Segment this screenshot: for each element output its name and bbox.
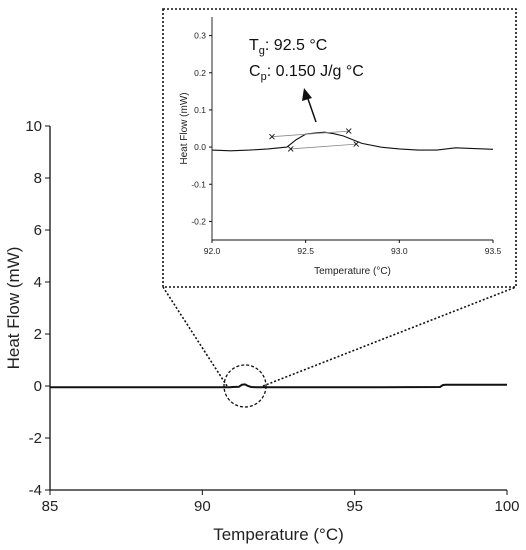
inset-plot: 92.0 92.5 93.0 93.5 -0.2 -0.1 0.0 0.1 0.2 0.3 Temp… bbox=[162, 8, 517, 288]
x-tick-label: 95 bbox=[346, 498, 363, 515]
y-tick-label: 2 bbox=[34, 326, 42, 343]
cross-marker bbox=[269, 133, 275, 140]
cross-marker bbox=[353, 141, 360, 147]
y-axis-label: Heat Flow (mW) bbox=[179, 92, 190, 164]
zoom-connector-right bbox=[262, 286, 517, 387]
inset-annotation: Tg: 92.5 °C Cp: 0.150 J/g °C bbox=[249, 37, 364, 123]
annotation-arrow-icon bbox=[302, 88, 317, 123]
zoom-circle bbox=[223, 364, 267, 408]
x-axis-label: Temperature (°C) bbox=[213, 525, 344, 544]
y-tick-label: 0 bbox=[34, 378, 42, 395]
y-tick-label: -0.2 bbox=[191, 216, 206, 226]
x-axis-label: Temperature (°C) bbox=[314, 266, 391, 277]
y-tick-label: 10 bbox=[25, 118, 42, 135]
x-tick-label: 90 bbox=[194, 498, 211, 515]
x-tick-label: 93.5 bbox=[485, 246, 502, 256]
series-line bbox=[50, 383, 507, 389]
y-tick-label: -0.1 bbox=[191, 179, 206, 189]
x-tick-label: 92.0 bbox=[204, 246, 221, 256]
y-tick-label: -2 bbox=[29, 430, 42, 447]
y-axis-label: Heat Flow (mW) bbox=[4, 247, 23, 370]
zoom-connector-left bbox=[162, 286, 228, 387]
y-tick-label: 8 bbox=[34, 170, 42, 187]
y-tick-label: 4 bbox=[34, 274, 42, 291]
y-tick-label: 6 bbox=[34, 222, 42, 239]
y-tick-label: 0.2 bbox=[194, 68, 206, 78]
tangent-line bbox=[271, 130, 349, 138]
y-tick-label: 0.1 bbox=[194, 105, 206, 115]
cross-marker bbox=[287, 146, 294, 152]
y-tick-label: -4 bbox=[29, 482, 42, 499]
tg-annotation: Tg: 92.5 °C bbox=[249, 37, 327, 57]
cross-marker bbox=[345, 128, 352, 134]
series-line bbox=[211, 131, 494, 152]
x-tick-label: 85 bbox=[42, 498, 59, 515]
y-tick-label: 0.0 bbox=[194, 142, 206, 152]
zoom-connectors bbox=[162, 286, 517, 387]
x-tick-label: 100 bbox=[494, 498, 519, 515]
y-tick-label: 0.3 bbox=[194, 31, 206, 41]
x-tick-label: 93.0 bbox=[391, 246, 408, 256]
cp-annotation: Cp: 0.150 J/g °C bbox=[249, 63, 364, 83]
main-plot: 85 90 95 100 -4 -2 0 2 4 6 8 10 Temperature (°C) Heat… bbox=[4, 118, 520, 544]
tangent-line bbox=[290, 143, 357, 150]
x-tick-label: 92.5 bbox=[297, 246, 314, 256]
